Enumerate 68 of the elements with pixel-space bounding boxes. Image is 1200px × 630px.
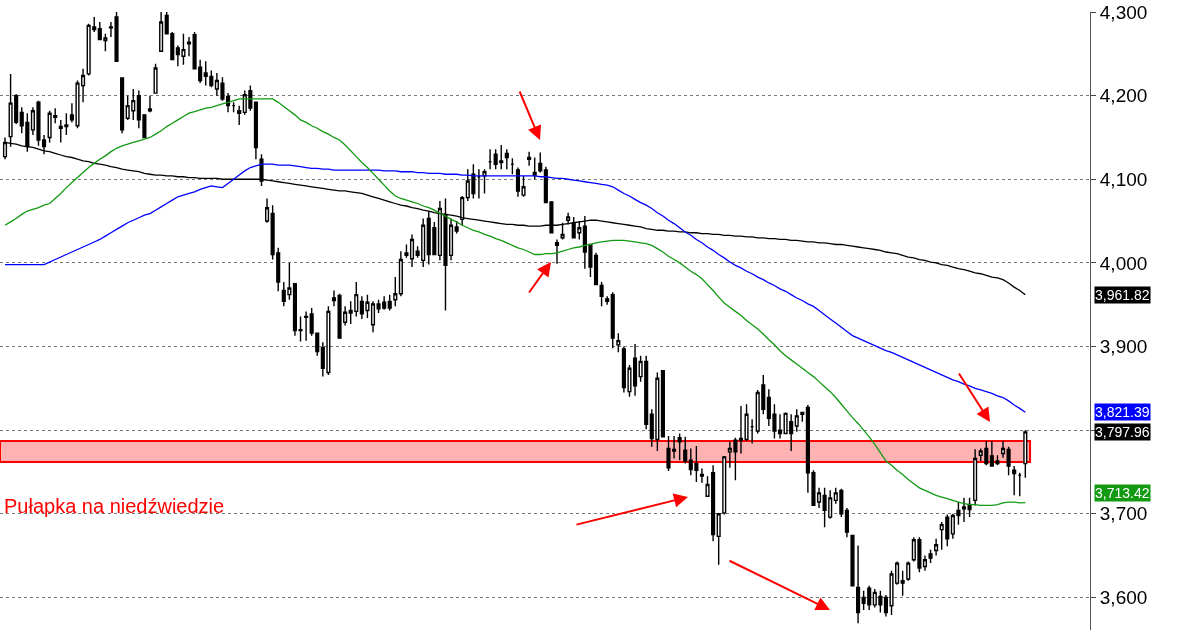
candlestick [560,222,565,241]
candlestick [488,148,493,170]
candlestick [259,153,264,187]
y-tick-label: 3,900 [1099,336,1148,358]
candlestick [393,276,398,308]
candlestick [153,63,158,94]
candlestick [900,569,905,597]
candlestick [1000,440,1006,459]
candlestick [186,36,192,58]
candlestick [1006,446,1011,476]
candlestick [844,507,849,538]
y-tick-label: 4,200 [1099,85,1148,107]
text: 3,821.39 [1095,404,1150,420]
candlestick [928,549,933,564]
candlestick [906,560,911,582]
candlestick [683,436,688,465]
candlestick [504,148,509,170]
candlestick [532,156,537,180]
candlestick [476,168,481,200]
candlestick [159,12,164,52]
candlestick [967,497,972,518]
candlestick [510,157,515,175]
candlestick [482,168,487,195]
candlestick [566,212,571,226]
candlestick [677,432,682,461]
text: 3,797.96 [1095,424,1150,440]
candlestick [660,370,665,438]
annotation: Pułapka na niedźwiedzie [4,495,225,517]
candlestick [237,104,242,126]
candlestick [370,300,376,333]
y-tick-label: 3,700 [1099,503,1148,525]
candlestick [527,150,532,167]
candlestick [147,94,153,114]
candlestick [605,295,610,306]
y-tick-label: 4,000 [1099,252,1148,274]
candlestick [934,538,939,557]
candlestick [554,238,560,265]
candlestick [398,250,403,298]
candlestick [599,281,604,308]
candlestick [610,291,615,349]
candlestick [616,332,621,354]
y-tick-label: 4,300 [1099,1,1148,23]
candlestick [1023,429,1028,479]
line-series [4,163,1026,413]
candlestick [454,220,459,235]
candlestick [120,77,125,134]
candlestick [850,534,855,587]
candlestick [304,310,309,342]
candlestick [794,408,799,433]
candlestick [961,497,967,523]
candlestick [856,544,861,625]
candlestick [800,411,805,423]
candlestick [922,554,928,572]
candlestick [231,101,236,114]
candlestick [253,101,258,160]
y-tick-label: 3,600 [1099,587,1148,609]
candlestick [1017,472,1022,497]
candlestick [750,418,755,445]
candlestick [265,197,270,224]
candlestick [699,467,705,484]
text: 3,961.82 [1095,287,1150,303]
candlestick [538,151,543,174]
candlestick [387,293,392,312]
candlestick [973,448,978,507]
text: 3,713.42 [1095,485,1150,501]
candlestick [1012,465,1017,497]
y-tick-label: 4,100 [1099,168,1148,190]
candlestick [460,195,465,226]
